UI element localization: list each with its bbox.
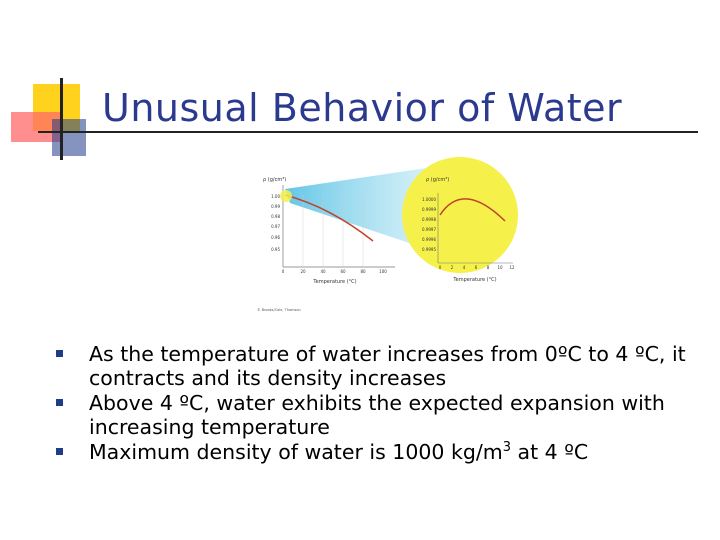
zoom-y-tick: 0.9999 xyxy=(422,207,436,212)
title-underline xyxy=(38,131,698,133)
main-y-tick: 0.96 xyxy=(271,235,280,240)
bullet-item: Above 4 ºC, water exhibits the expected … xyxy=(56,391,706,439)
zoom-y-tick: 1.0000 xyxy=(422,197,436,202)
zoom-y-tick: 0.9997 xyxy=(422,227,436,232)
bullet-item: As the temperature of water increases fr… xyxy=(56,342,706,390)
main-y-tick: 1.00 xyxy=(271,194,280,199)
main-density-curve xyxy=(284,194,374,242)
main-y-tick: 0.98 xyxy=(271,214,280,219)
zoom-x-tick: 12 xyxy=(509,265,515,270)
zoom-y-label: ρ (g/cm³) xyxy=(426,177,449,183)
zoom-x-tick: 10 xyxy=(497,265,503,270)
zoom-y-tick: 0.9996 xyxy=(422,237,436,242)
main-x-tick: 80 xyxy=(360,269,366,274)
main-y-tick: 0.99 xyxy=(271,204,280,209)
zoom-circle xyxy=(402,157,518,273)
bullet-list: As the temperature of water increases fr… xyxy=(56,342,706,465)
bullet-text: Above 4 ºC, water exhibits the expected … xyxy=(89,391,665,439)
main-highlight-circle xyxy=(280,190,292,202)
main-y-label: ρ (g/cm³) xyxy=(263,177,286,183)
zoom-y-tick: 0.9998 xyxy=(422,217,436,222)
bullet-item: Maximum density of water is 1000 kg/m3 a… xyxy=(56,440,706,464)
bullet-marker-icon xyxy=(56,448,63,455)
bullet-marker-icon xyxy=(56,399,63,406)
main-x-tick: 40 xyxy=(320,269,326,274)
zoom-x-tick: 6 xyxy=(475,265,478,270)
zoom-x-tick: 4 xyxy=(463,265,466,270)
zoom-y-tick: 0.9995 xyxy=(422,247,436,252)
main-x-label: Temperature (°C) xyxy=(312,279,356,285)
zoom-x-tick: 2 xyxy=(451,265,454,270)
zoom-x-label: Temperature (°C) xyxy=(452,277,496,283)
main-x-tick: 60 xyxy=(340,269,346,274)
zoom-density-curve xyxy=(439,198,506,222)
density-figure: ρ (g/cm³) 1.00 0.99 0.98 0.97 0.96 0.95 … xyxy=(257,157,518,312)
bullet-text: As the temperature of water increases fr… xyxy=(89,342,686,390)
main-y-tick: 0.97 xyxy=(271,224,280,229)
main-y-tick: 0.95 xyxy=(271,247,280,252)
slide-title: Unusual Behavior of Water xyxy=(102,86,623,130)
bullet-marker-icon xyxy=(56,350,63,357)
figure-credit: © Brooks/Cole, Thomson xyxy=(257,308,301,312)
main-x-tick: 20 xyxy=(300,269,306,274)
zoom-x-tick: 0 xyxy=(439,265,442,270)
decor-vertical-line xyxy=(60,78,63,160)
main-x-tick: 100 xyxy=(379,269,387,274)
zoom-x-tick: 8 xyxy=(487,265,490,270)
decor-blue-square xyxy=(52,119,86,156)
bullet-superscript: 3 xyxy=(502,440,512,456)
main-x-tick: 0 xyxy=(282,269,285,274)
bullet-text-suffix: at 4 ºC xyxy=(511,440,589,464)
bullet-text: Maximum density of water is 1000 kg/m xyxy=(89,440,503,464)
